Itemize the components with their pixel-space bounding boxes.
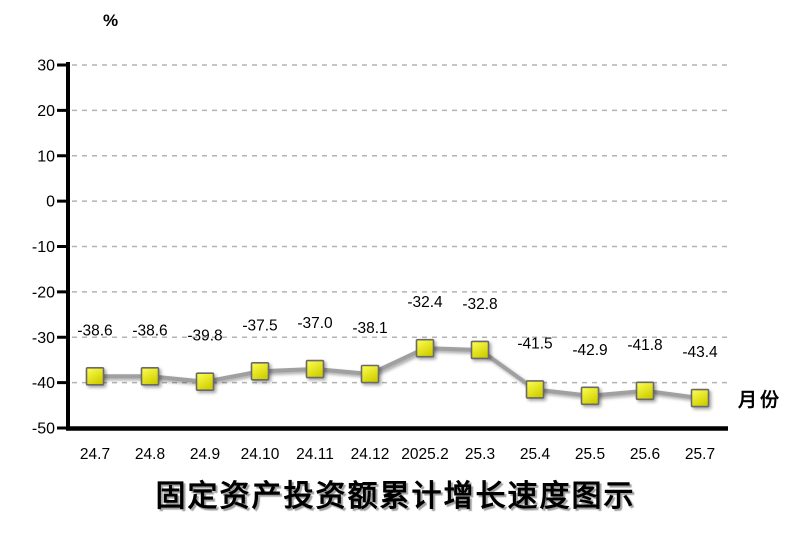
- x-tick-label: 24.10: [241, 446, 280, 463]
- chart-title: 固定资产投资额累计增长速度图示: [155, 480, 636, 513]
- y-tick-label: -10: [32, 239, 55, 256]
- data-point-label: -41.8: [627, 337, 662, 354]
- data-point-marker: [85, 366, 105, 386]
- data-point-label: -43.4: [682, 344, 718, 361]
- x-tick-label: 24.9: [190, 446, 220, 463]
- y-tick-label: -20: [32, 284, 55, 301]
- x-tick-label: 24.8: [135, 446, 165, 463]
- x-tick-label: 25.3: [465, 446, 495, 463]
- y-tick-label: -50: [32, 421, 55, 438]
- x-tick-label: 24.7: [80, 446, 110, 463]
- y-tick-label: -30: [32, 330, 55, 347]
- x-axis-name-label: 月份: [738, 390, 783, 411]
- y-tick-label: 20: [37, 103, 55, 120]
- data-point-label: -37.5: [242, 317, 277, 334]
- data-point-label: -41.5: [517, 335, 552, 352]
- data-point-marker: [415, 338, 435, 358]
- data-point-marker: [580, 386, 600, 406]
- data-point-marker: [635, 381, 655, 401]
- data-point-marker: [470, 340, 490, 360]
- marker-group: [85, 338, 710, 408]
- x-tick-label: 24.12: [351, 446, 390, 463]
- y-tick-label: 0: [46, 194, 55, 211]
- data-line: [93, 346, 702, 401]
- data-point-label: -38.6: [132, 322, 167, 339]
- data-point-marker: [195, 372, 215, 392]
- x-tick-label: 2025.2: [401, 446, 448, 463]
- x-tick-label: 25.7: [685, 446, 715, 463]
- data-point-marker: [140, 366, 160, 386]
- data-point-label: -39.8: [187, 328, 222, 345]
- y-axis-unit-label: %: [103, 11, 119, 30]
- data-point-marker: [305, 359, 325, 379]
- data-point-marker: [525, 380, 545, 399]
- x-tick-label: 25.4: [520, 446, 551, 463]
- data-point-marker: [690, 388, 710, 408]
- data-point-label: -32.8: [462, 296, 497, 313]
- data-point-label: -42.9: [572, 342, 607, 359]
- x-tick-label: 24.11: [296, 446, 334, 463]
- data-point-marker: [360, 364, 380, 384]
- y-tick-label: 30: [37, 58, 55, 75]
- data-point-label: -37.0: [297, 315, 333, 332]
- x-tick-label: 25.6: [630, 446, 660, 463]
- data-point-marker: [250, 361, 270, 381]
- data-line-group: [93, 346, 702, 401]
- y-tick-label: 10: [37, 148, 55, 165]
- data-point-label: -38.1: [352, 320, 387, 337]
- y-tick-label: -40: [32, 375, 55, 392]
- x-tick-label: 25.5: [575, 446, 605, 463]
- data-point-label: -32.4: [407, 294, 443, 311]
- data-point-label: -38.6: [77, 322, 112, 339]
